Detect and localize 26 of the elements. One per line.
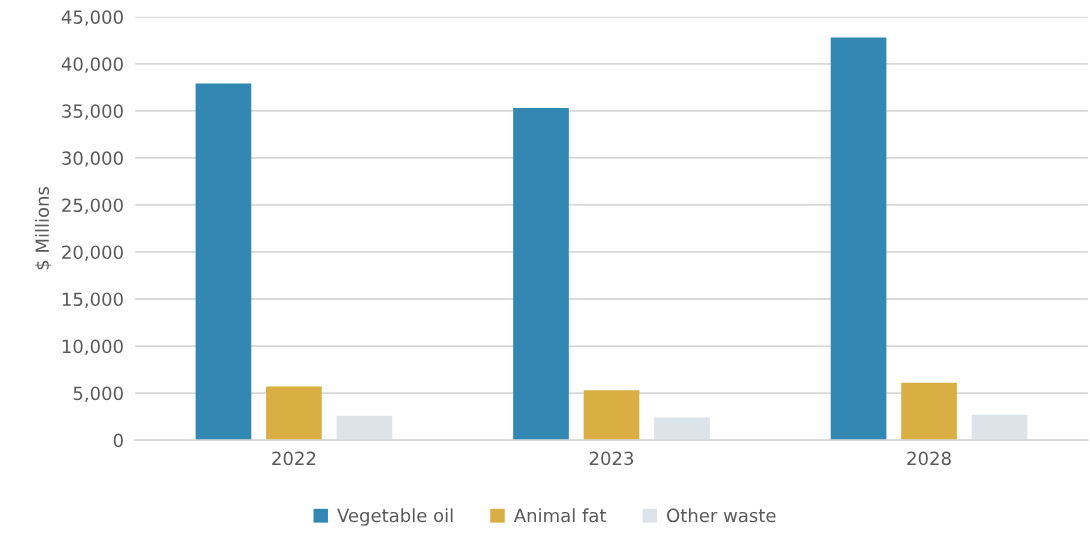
bar — [195, 83, 252, 441]
x-tick-label: 2028 — [907, 451, 951, 466]
y-tick-label: 45,000 — [61, 10, 123, 26]
y-tick-label: 15,000 — [62, 292, 123, 308]
x-tick-label: 2022 — [272, 451, 316, 466]
y-tick-label: 5,000 — [73, 386, 123, 403]
bar — [971, 414, 1028, 441]
y-tick-label: 10,000 — [62, 339, 123, 355]
legend-label: Vegetable oil — [337, 508, 453, 526]
y-axis-title: $ Millions — [35, 186, 52, 270]
bar — [266, 386, 322, 441]
bar — [830, 37, 887, 441]
bar — [583, 390, 640, 441]
y-tick-label: 40,000 — [61, 57, 123, 73]
bar — [901, 382, 957, 441]
x-tick-label: 2023 — [589, 451, 634, 466]
y-tick-label: 20,000 — [62, 245, 123, 261]
y-tick-label: 35,000 — [62, 104, 123, 120]
bar — [336, 415, 393, 441]
legend-label: Animal fat — [513, 508, 607, 523]
legend-label: Other waste — [667, 508, 776, 523]
y-tick-label: 30,000 — [62, 151, 123, 167]
y-tick-label: 0 — [113, 433, 123, 448]
bar — [654, 417, 710, 441]
y-tick-label: 25,000 — [62, 198, 123, 214]
bar — [513, 108, 569, 441]
